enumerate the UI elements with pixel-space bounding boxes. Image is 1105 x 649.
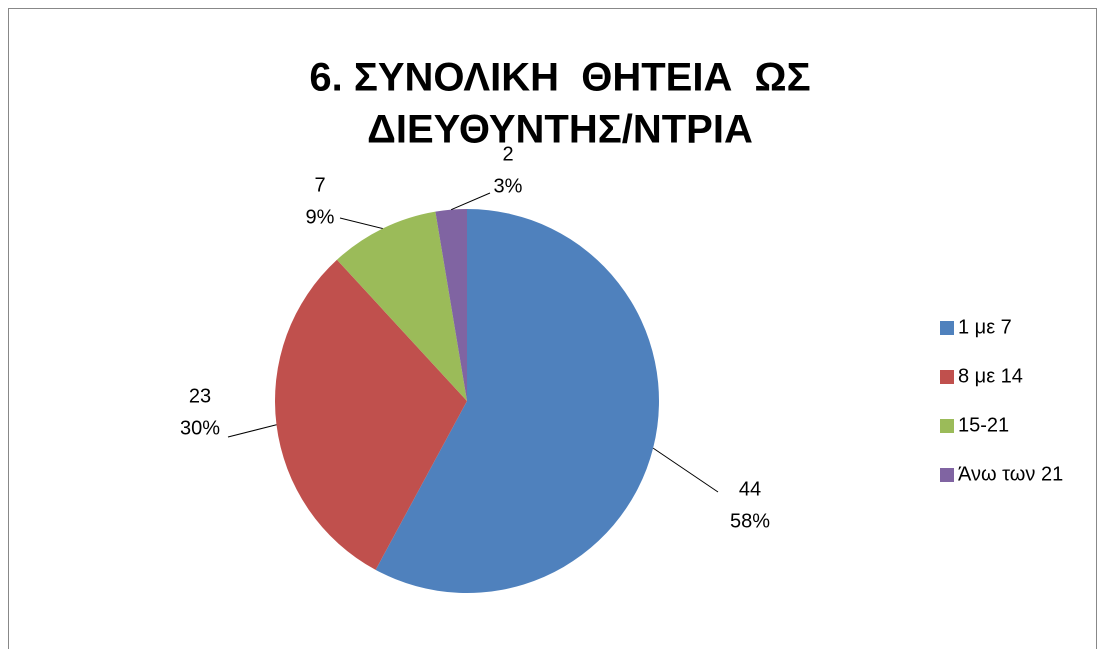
legend-label: 8 με 14 (958, 365, 1023, 387)
legend-swatch (940, 321, 954, 335)
data-label: 7 (314, 174, 325, 196)
data-label: 30% (180, 417, 220, 439)
legend-swatch (940, 419, 954, 433)
chart-title: ΔΙΕΥΘΥΝΤΗΣ/ΝΤΡΙΑ (367, 108, 753, 152)
chart-title: 6. ΣΥΝΟΛΙΚΗ ΘΗΤΕΙΑ ΩΣ (309, 56, 810, 100)
pie-slice (435, 209, 467, 401)
data-label: 58% (730, 510, 770, 532)
data-label: 44 (739, 478, 761, 500)
legend-label: Άνω των 21 (958, 463, 1063, 485)
leader-line (339, 217, 383, 229)
legend-label: 1 με 7 (958, 316, 1012, 338)
leader-line (227, 424, 277, 438)
pie-slice (274, 259, 467, 570)
legend-swatch (940, 370, 954, 384)
pie-slice (336, 211, 467, 401)
data-label: 2 (502, 143, 513, 165)
pie-slice (375, 209, 659, 593)
leader-line (652, 447, 719, 493)
legend-label: 15-21 (958, 414, 1009, 436)
data-label: 23 (189, 385, 211, 407)
legend-swatch (940, 468, 954, 482)
data-label: 3% (494, 175, 523, 197)
data-label: 9% (306, 206, 335, 228)
leader-line (450, 192, 491, 211)
